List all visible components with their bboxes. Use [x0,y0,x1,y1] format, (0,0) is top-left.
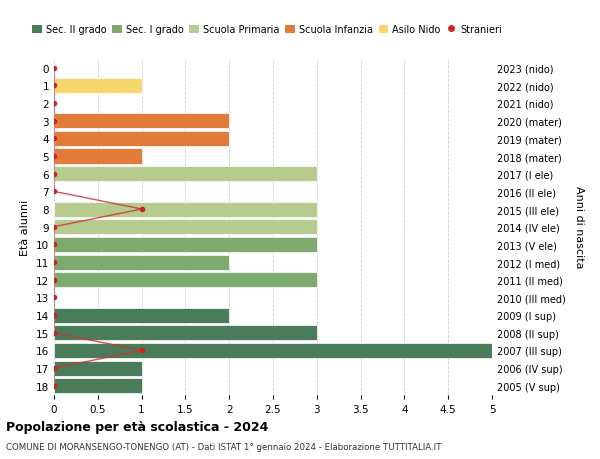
Text: Popolazione per età scolastica - 2024: Popolazione per età scolastica - 2024 [6,420,268,433]
Bar [54,237,317,252]
Y-axis label: Età alunni: Età alunni [20,199,31,255]
Bar [54,378,142,393]
Bar [54,325,317,341]
Bar [54,78,142,94]
Bar [54,308,229,323]
Y-axis label: Anni di nascita: Anni di nascita [574,186,584,269]
Bar [54,361,142,376]
Bar [54,132,229,146]
Bar [54,273,317,288]
Bar [54,202,317,217]
Bar [54,149,142,164]
Bar [54,343,492,358]
Text: COMUNE DI MORANSENGO-TONENGO (AT) - Dati ISTAT 1° gennaio 2024 - Elaborazione TU: COMUNE DI MORANSENGO-TONENGO (AT) - Dati… [6,442,442,451]
Bar [54,114,229,129]
Legend: Sec. II grado, Sec. I grado, Scuola Primaria, Scuola Infanzia, Asilo Nido, Stran: Sec. II grado, Sec. I grado, Scuola Prim… [28,21,506,39]
Bar [54,167,317,182]
Bar [54,220,317,235]
Bar [54,255,229,270]
